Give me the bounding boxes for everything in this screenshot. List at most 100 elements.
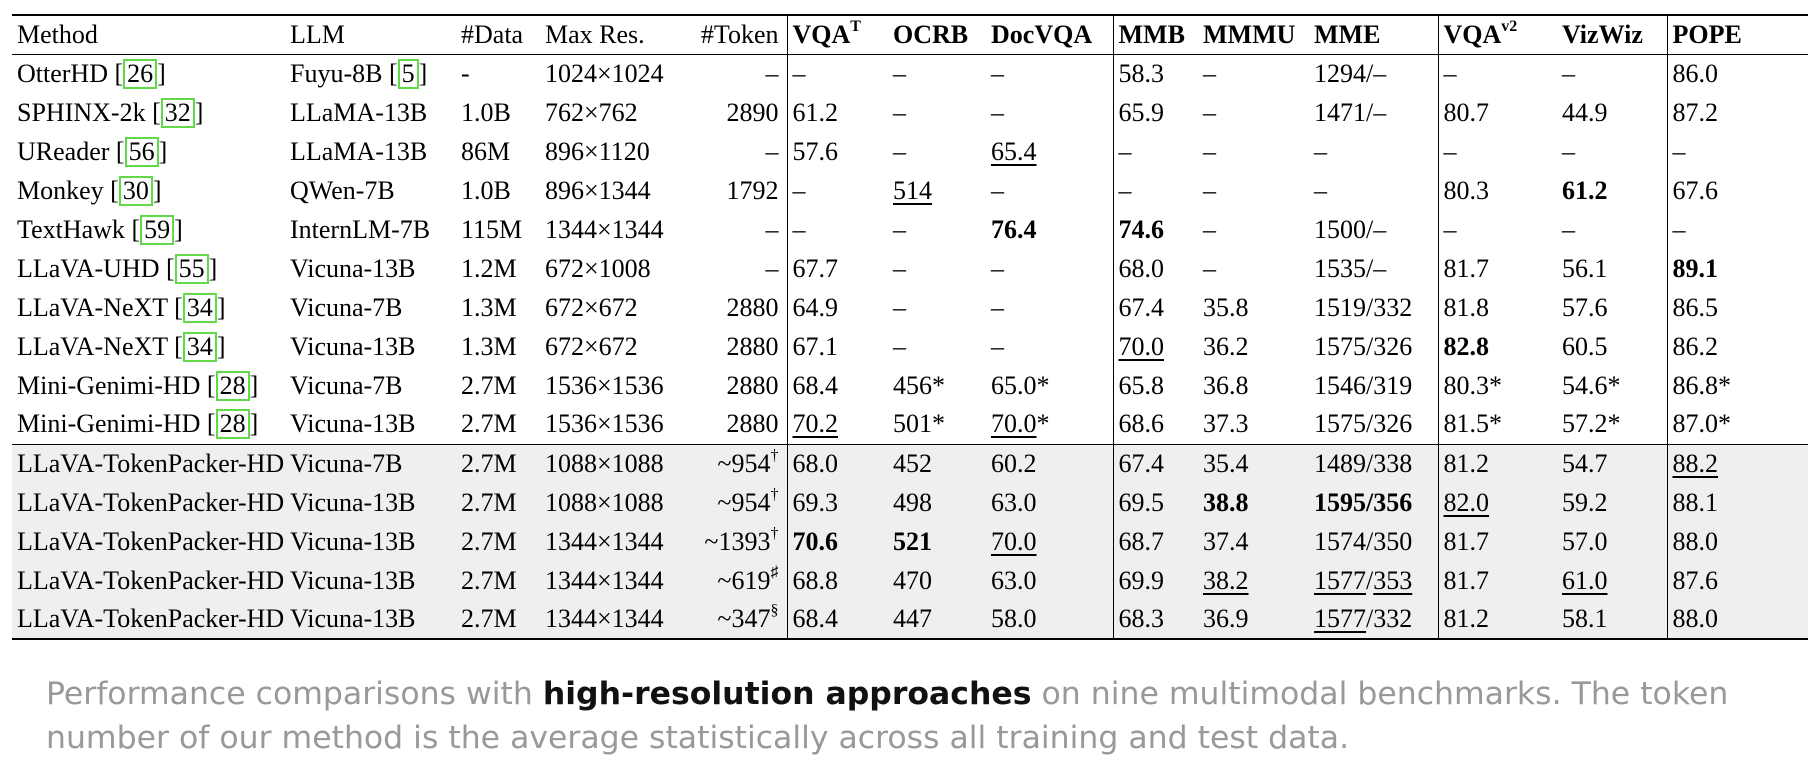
data-size: 2.7M	[461, 448, 517, 478]
table-row: OtterHD [26] Fuyu-8B [5] -1024×1024– – – –58.…	[12, 54, 1808, 93]
mmmu-score: 36.2	[1203, 331, 1249, 361]
mme-score: 1546/319	[1314, 370, 1413, 400]
token-cell: –	[694, 132, 787, 171]
vizwiz-score: 61.2	[1562, 175, 1608, 205]
token-cell: 2880	[694, 288, 787, 327]
ocrb-score: 452	[893, 448, 932, 478]
vqat-cell: –	[786, 210, 888, 249]
mmb-score: 69.5	[1118, 487, 1165, 517]
mmmu-cell: –	[1198, 171, 1309, 210]
mmmu-score: 38.8	[1203, 487, 1249, 517]
data-cell: -	[456, 54, 540, 93]
vizwiz-score: 56.1	[1562, 253, 1608, 283]
method-name: LLaVA-TokenPacker-HD	[17, 526, 285, 556]
vqat-score: 57.6	[792, 136, 839, 166]
ocrb-score: –	[893, 97, 906, 127]
ocrb-score: 498	[893, 487, 932, 517]
llm-name: Fuyu-8B	[290, 58, 383, 88]
ocrb-cell: –	[888, 288, 986, 327]
token-count: ~619	[717, 565, 771, 595]
ocrb-cell: 501*	[888, 405, 986, 444]
table-row: LLaVA-UHD [55] Vicuna-13B 1.2M 672×1008–67.…	[12, 249, 1808, 288]
mmmu-cell: –	[1198, 210, 1309, 249]
data-size: 1.2M	[461, 253, 517, 283]
token-cell: 2890	[694, 93, 787, 132]
llm-name: Vicuna-7B	[290, 292, 403, 322]
llm-cell: Vicuna-13B	[285, 561, 456, 600]
header-row: Method LLM #Data Max Res. #Token VQAT OC…	[12, 14, 1808, 55]
data-cell: 86M	[456, 132, 540, 171]
data-cell: 2.7M	[456, 522, 540, 561]
data-cell: 115M	[456, 210, 540, 249]
data-size: 2.7M	[461, 604, 517, 633]
vqav2-score: 81.5*	[1443, 409, 1503, 439]
mmb-cell: –	[1112, 171, 1198, 210]
col-pope: POPE	[1666, 14, 1808, 55]
vqav2-score: 81.7	[1443, 253, 1490, 283]
docvqa-score: 58.0	[991, 604, 1037, 633]
pope-cell: 88.1	[1666, 483, 1808, 522]
mme-score: –	[1314, 136, 1327, 166]
pope-score: 88.1	[1672, 487, 1719, 517]
mmmu-score: –	[1203, 214, 1216, 244]
pope-score: 86.8*	[1672, 370, 1732, 400]
method-name: LLaVA-UHD	[17, 253, 160, 283]
mmb-cell: –	[1112, 132, 1198, 171]
llm-name: Vicuna-13B	[290, 253, 416, 283]
vizwiz-cell: 44.9	[1557, 93, 1667, 132]
max-resolution: 896×1120	[545, 136, 650, 166]
vqav2-cell: 80.3*	[1437, 366, 1557, 405]
token-cell: ~954†	[694, 483, 787, 522]
table-caption: Performance comparisons with high-resolu…	[46, 676, 1729, 756]
citation-link: 34	[182, 292, 217, 323]
data-size: 115M	[461, 214, 523, 244]
method-cell: LLaVA-TokenPacker-HD	[12, 561, 285, 600]
mme-cell: 1546/319	[1309, 366, 1438, 405]
vqav2-cell: –	[1437, 210, 1557, 249]
ocrb-cell: 456*	[888, 366, 986, 405]
vqav2-cell: 81.7	[1437, 522, 1557, 561]
vqav2-score: 81.2	[1443, 604, 1490, 633]
results-table: Method LLM #Data Max Res. #Token VQAT OC…	[12, 14, 1808, 640]
token-cell: ~954†	[694, 443, 787, 483]
method-name: LLaVA-TokenPacker-HD	[17, 565, 285, 595]
mme-cell: 1519/332	[1309, 288, 1438, 327]
mmb-cell: 68.3	[1112, 600, 1198, 639]
mmb-score: 69.9	[1118, 565, 1165, 595]
max-resolution: 896×1344	[545, 175, 651, 205]
method-name: Monkey	[17, 175, 104, 205]
vizwiz-cell: 54.6*	[1557, 366, 1667, 405]
mmb-score: 67.4	[1118, 448, 1165, 478]
vqav2-cell: 82.0	[1437, 483, 1557, 522]
token-count: 2880	[726, 409, 779, 439]
pope-cell: –	[1666, 132, 1808, 171]
ocrb-score: 447	[893, 604, 932, 633]
method-name: Mini-Genimi-HD	[17, 409, 201, 439]
mme-score: –	[1314, 175, 1327, 205]
mmb-cell: 68.6	[1112, 405, 1198, 444]
token-cell: ~1393†	[694, 522, 787, 561]
table-row: LLaVA-TokenPacker-HD Vicuna-13B 2.7M 1088×1…	[12, 483, 1808, 522]
col-vqat: VQAT	[786, 14, 888, 55]
vqav2-score: 80.7	[1443, 97, 1490, 127]
llm-cell: Vicuna-7B	[285, 443, 456, 483]
ocrb-cell: –	[888, 93, 986, 132]
ocrb-cell: –	[888, 132, 986, 171]
max-resolution: 1344×1344	[545, 565, 664, 595]
mmmu-score: 37.4	[1203, 526, 1249, 556]
ocrb-score: 514	[893, 175, 932, 205]
pope-cell: –	[1666, 210, 1808, 249]
vizwiz-score: 54.6*	[1562, 370, 1621, 400]
col-mmmu: MMMU	[1198, 14, 1309, 55]
mme-cell: 1500/–	[1309, 210, 1438, 249]
docvqa-cell: 58.0	[986, 600, 1113, 639]
vqat-score: 67.7	[792, 253, 839, 283]
data-size: 2.7M	[461, 565, 517, 595]
ocrb-score: 456*	[893, 370, 945, 400]
token-count: ~1393	[704, 526, 771, 556]
mme-cell: –	[1309, 171, 1438, 210]
pope-score: 87.2	[1672, 97, 1719, 127]
method-cell: LLaVA-TokenPacker-HD	[12, 600, 285, 639]
vqav2-cell: 81.8	[1437, 288, 1557, 327]
pope-cell: 87.6	[1666, 561, 1808, 600]
